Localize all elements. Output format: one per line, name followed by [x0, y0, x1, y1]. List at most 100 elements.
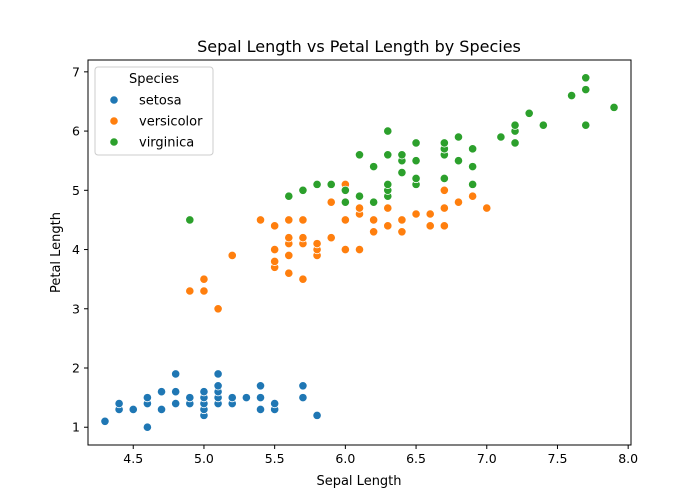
virginica-point	[312, 179, 322, 189]
virginica-point	[383, 126, 393, 136]
virginica-point	[411, 173, 421, 184]
setosa-point	[142, 422, 152, 432]
setosa-point	[171, 369, 181, 379]
virginica-point	[411, 156, 421, 166]
legend-entries: setosa versicolor virginica	[109, 94, 203, 151]
y-tick-label: 5	[72, 183, 80, 198]
versicolor-point	[298, 233, 308, 243]
legend-label-versicolor: versicolor	[139, 115, 203, 130]
x-axis-label: Sepal Length	[316, 474, 401, 489]
versicolor-point	[369, 215, 379, 225]
x-tick-label: 5.5	[265, 451, 285, 466]
setosa-point	[114, 398, 124, 409]
virginica-point	[468, 179, 478, 189]
virginica-point	[340, 185, 350, 195]
virginica-point	[284, 191, 294, 201]
y-tick-label: 4	[72, 242, 80, 257]
legend-marker-virginica	[109, 137, 119, 147]
x-tick-label: 5.0	[194, 451, 214, 466]
virginica-point	[581, 73, 591, 83]
virginica-point	[581, 85, 591, 95]
x-tick-label: 7.0	[477, 451, 497, 466]
virginica-point	[397, 150, 407, 160]
virginica-point	[298, 185, 308, 195]
versicolor-point	[383, 221, 393, 231]
y-tick-label: 6	[72, 124, 80, 139]
versicolor-point	[425, 209, 435, 219]
legend-label-setosa: setosa	[139, 94, 182, 109]
legend-box	[94, 66, 214, 156]
plot-frame	[87, 59, 632, 446]
versicolor-point	[354, 244, 365, 255]
legend-marker-setosa	[109, 95, 119, 105]
legend-title: Species	[129, 72, 179, 87]
versicolor-point	[270, 244, 280, 255]
x-tick-label: 6.0	[335, 451, 355, 466]
setosa-point	[171, 398, 181, 409]
virginica-point	[354, 191, 365, 201]
series-setosa	[100, 369, 322, 432]
versicolor-point	[199, 286, 209, 296]
y-tick-label: 2	[72, 361, 80, 376]
virginica-point	[581, 120, 591, 130]
virginica-point	[383, 179, 393, 189]
x-tick-label: 7.5	[548, 451, 568, 466]
setosa-point	[227, 393, 237, 403]
versicolor-point	[185, 286, 195, 296]
legend-label-virginica: virginica	[139, 136, 194, 151]
versicolor-point	[340, 244, 350, 255]
versicolor-point	[284, 233, 294, 243]
setosa-point	[142, 393, 152, 403]
virginica-point	[609, 102, 619, 112]
virginica-point	[411, 138, 421, 148]
versicolor-point	[482, 203, 492, 213]
versicolor-point	[312, 239, 322, 249]
series-versicolor	[185, 179, 492, 314]
setosa-point	[213, 369, 223, 379]
virginica-point	[524, 108, 534, 118]
versicolor-point	[425, 221, 435, 231]
y-axis-label: Petal Length	[49, 212, 64, 293]
versicolor-point	[270, 256, 280, 266]
versicolor-point	[340, 215, 350, 225]
y-tick-label: 1	[72, 420, 80, 435]
setosa-point	[241, 393, 251, 403]
versicolor-point	[298, 215, 308, 225]
y-tick-label: 7	[72, 64, 80, 79]
legend: Species setosa versicolor virginica	[94, 66, 214, 156]
versicolor-point	[439, 203, 449, 213]
virginica-point	[468, 144, 478, 154]
series-virginica	[185, 73, 619, 225]
versicolor-point	[255, 215, 266, 225]
versicolor-point	[227, 250, 237, 261]
setosa-point	[255, 381, 266, 391]
versicolor-point	[326, 233, 336, 243]
x-tick-label: 4.5	[123, 451, 143, 466]
versicolor-point	[284, 215, 294, 225]
versicolor-point	[284, 250, 294, 261]
x-tick-label: 6.5	[406, 451, 426, 466]
setosa-point	[128, 404, 138, 415]
versicolor-point	[284, 268, 294, 278]
setosa-point	[156, 404, 167, 415]
versicolor-point	[298, 274, 308, 284]
versicolor-point	[468, 191, 478, 201]
virginica-point	[453, 156, 464, 166]
versicolor-point	[397, 215, 407, 225]
virginica-point	[468, 162, 478, 172]
virginica-point	[185, 215, 195, 225]
virginica-point	[340, 197, 350, 207]
versicolor-point	[439, 221, 449, 231]
setosa-point	[255, 404, 266, 415]
virginica-point	[453, 132, 464, 142]
setosa-point	[298, 393, 308, 403]
setosa-point	[156, 387, 167, 397]
virginica-point	[538, 120, 548, 130]
setosa-point	[255, 393, 266, 403]
versicolor-point	[326, 197, 336, 207]
setosa-point	[312, 410, 322, 420]
points-layer	[100, 73, 619, 432]
y-tick-label: 3	[72, 301, 80, 316]
virginica-point	[397, 167, 407, 178]
